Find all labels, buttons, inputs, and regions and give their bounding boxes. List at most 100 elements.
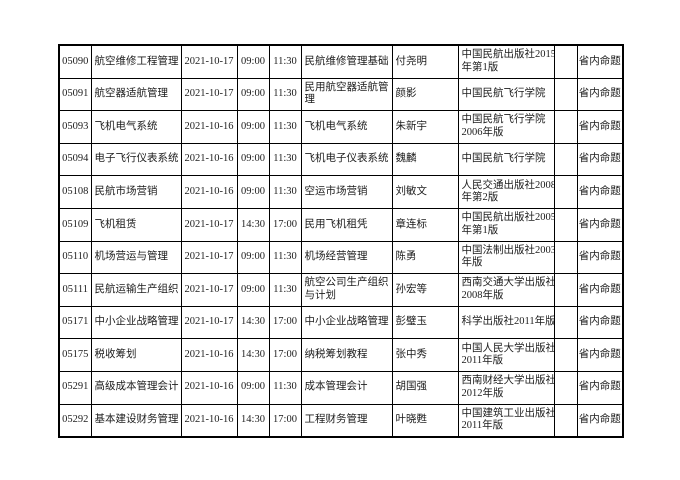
course-code-cell: 05175 (58, 338, 92, 372)
end-time-cell: 11:30 (268, 44, 302, 79)
start-time-cell: 09:00 (236, 77, 270, 112)
course-name-cell: 电子飞行仪表系统 (90, 142, 182, 177)
table-row: 05091 航空器适航管理 2021-10-17 09:00 11:30 民用航空器适航管… (58, 77, 624, 112)
start-time-cell: 09:00 (236, 370, 270, 405)
course-name-cell: 飞机电气系统 (90, 110, 182, 144)
exam-schedule-table: 05090 航空维修工程管理 2021-10-17 09:00 11:30 民航维修管理基… (58, 44, 624, 439)
end-time-cell: 11:30 (268, 175, 302, 209)
course-code-cell: 05093 (58, 110, 92, 144)
textbook-name-cell: 成本管理会计 (300, 370, 393, 405)
end-time-cell: 11:30 (268, 370, 302, 405)
exam-origin-cell: 省内命题 (576, 175, 624, 209)
textbook-name-cell: 民用航空器适航管 理 (300, 77, 393, 112)
publisher-info-cell: 中国建筑工业出版社 2011年版 (457, 403, 555, 438)
exam-origin-cell: 省内命题 (576, 273, 624, 307)
end-time-cell: 17:00 (268, 305, 302, 340)
course-code-cell: 05291 (58, 370, 92, 405)
exam-date-cell: 2021-10-16 (180, 403, 238, 438)
author-name-cell: 章连标 (391, 207, 459, 242)
course-name-cell: 中小企业战略管理 (90, 305, 182, 340)
author-name-cell: 叶晓甦 (391, 403, 459, 438)
end-time-cell: 11:30 (268, 77, 302, 112)
note-cell (553, 142, 578, 177)
table-row: 05171 中小企业战略管理 2021-10-17 14:30 17:00 中小企业战略管… (58, 305, 624, 340)
publisher-info-cell: 中国民航出版社2015 年第1版 (457, 44, 555, 79)
exam-date-cell: 2021-10-16 (180, 338, 238, 372)
course-code-cell: 05109 (58, 207, 92, 242)
textbook-name-cell: 飞机电子仪表系统 (300, 142, 393, 177)
note-cell (553, 77, 578, 112)
end-time-cell: 11:30 (268, 142, 302, 177)
course-code-cell: 05292 (58, 403, 92, 438)
start-time-cell: 09:00 (236, 240, 270, 275)
note-cell (553, 207, 578, 242)
start-time-cell: 09:00 (236, 142, 270, 177)
end-time-cell: 17:00 (268, 403, 302, 438)
exam-date-cell: 2021-10-17 (180, 77, 238, 112)
author-name-cell: 颜影 (391, 77, 459, 112)
exam-date-cell: 2021-10-17 (180, 305, 238, 340)
textbook-name-cell: 民航维修管理基础 (300, 44, 393, 79)
author-name-cell: 付尧明 (391, 44, 459, 79)
note-cell (553, 175, 578, 209)
start-time-cell: 14:30 (236, 305, 270, 340)
publisher-info-cell: 中国民航飞行学院 (457, 77, 555, 112)
start-time-cell: 09:00 (236, 175, 270, 209)
exam-origin-cell: 省内命题 (576, 338, 624, 372)
textbook-name-cell: 民用飞机租凭 (300, 207, 393, 242)
start-time-cell: 14:30 (236, 207, 270, 242)
course-name-cell: 民航运输生产组织 (90, 273, 182, 307)
course-name-cell: 航空维修工程管理 (90, 44, 182, 79)
textbook-name-cell: 空运市场营销 (300, 175, 393, 209)
publisher-info-cell: 中国民航飞行学院 (457, 142, 555, 177)
exam-origin-cell: 省内命题 (576, 305, 624, 340)
exam-table-body: 05090 航空维修工程管理 2021-10-17 09:00 11:30 民航维修管理基… (58, 44, 624, 438)
author-name-cell: 孙宏等 (391, 273, 459, 307)
course-name-cell: 税收筹划 (90, 338, 182, 372)
course-code-cell: 05094 (58, 142, 92, 177)
note-cell (553, 273, 578, 307)
textbook-name-cell: 纳税筹划教程 (300, 338, 393, 372)
course-name-cell: 航空器适航管理 (90, 77, 182, 112)
course-code-cell: 05111 (58, 273, 92, 307)
table-row: 05109 飞机租赁 2021-10-17 14:30 17:00 民用飞机租凭 章连标 中国… (58, 207, 624, 242)
publisher-info-cell: 西南交通大学出版社 2008年版 (457, 273, 555, 307)
textbook-name-cell: 飞机电气系统 (300, 110, 393, 144)
publisher-info-cell: 人民交通出版社2008 年第2版 (457, 175, 555, 209)
author-name-cell: 胡国强 (391, 370, 459, 405)
author-name-cell: 魏麟 (391, 142, 459, 177)
exam-date-cell: 2021-10-17 (180, 207, 238, 242)
publisher-info-cell: 中国民航飞行学院 2006年版 (457, 110, 555, 144)
publisher-info-cell: 中国民航出版社2005 年第1版 (457, 207, 555, 242)
course-code-cell: 05108 (58, 175, 92, 209)
note-cell (553, 370, 578, 405)
start-time-cell: 09:00 (236, 273, 270, 307)
publisher-info-cell: 中国人民大学出版社 2011年版 (457, 338, 555, 372)
note-cell (553, 305, 578, 340)
table-row: 05291 高级成本管理会计 2021-10-16 09:00 11:30 成本管理会计胡… (58, 370, 624, 405)
table-row: 05108 民航市场营销 2021-10-16 09:00 11:30 空运市场营销 刘敏文… (58, 175, 624, 209)
start-time-cell: 14:30 (236, 338, 270, 372)
exam-origin-cell: 省内命题 (576, 403, 624, 438)
textbook-name-cell: 中小企业战略管理 (300, 305, 393, 340)
course-name-cell: 高级成本管理会计 (90, 370, 182, 405)
start-time-cell: 09:00 (236, 44, 270, 79)
exam-origin-cell: 省内命题 (576, 110, 624, 144)
exam-origin-cell: 省内命题 (576, 370, 624, 405)
exam-date-cell: 2021-10-17 (180, 44, 238, 79)
exam-date-cell: 2021-10-16 (180, 370, 238, 405)
publisher-info-cell: 中国法制出版社2003 年版 (457, 240, 555, 275)
exam-date-cell: 2021-10-16 (180, 142, 238, 177)
course-code-cell: 05091 (58, 77, 92, 112)
course-name-cell: 民航市场营销 (90, 175, 182, 209)
exam-origin-cell: 省内命题 (576, 207, 624, 242)
table-row: 05094 电子飞行仪表系统 2021-10-16 09:00 11:30 飞机电子仪表系… (58, 142, 624, 177)
author-name-cell: 刘敏文 (391, 175, 459, 209)
table-row: 05090 航空维修工程管理 2021-10-17 09:00 11:30 民航维修管理基… (58, 44, 624, 79)
textbook-name-cell: 工程财务管理 (300, 403, 393, 438)
start-time-cell: 14:30 (236, 403, 270, 438)
note-cell (553, 403, 578, 438)
exam-date-cell: 2021-10-16 (180, 175, 238, 209)
table-row: 05093 飞机电气系统 2021-10-16 09:00 11:30 飞机电气系统 朱新宇… (58, 110, 624, 144)
